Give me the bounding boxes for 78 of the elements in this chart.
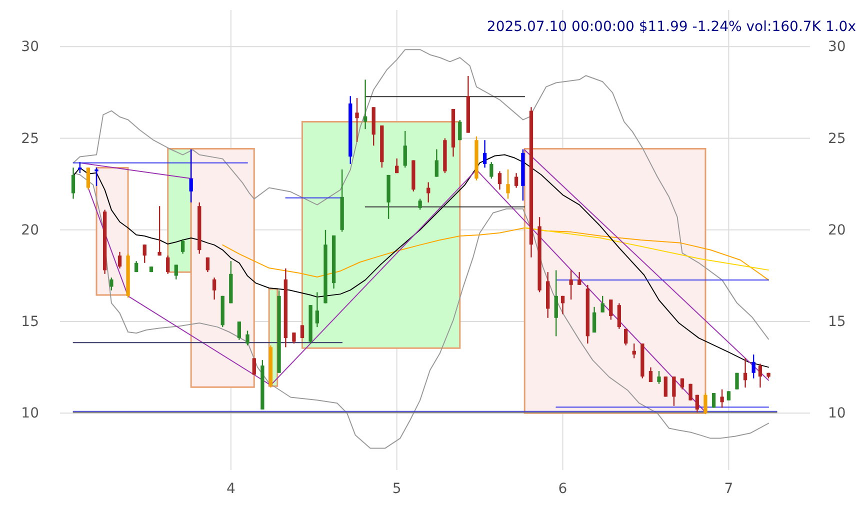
candlestick <box>514 172 518 188</box>
candlestick <box>617 302 622 330</box>
x-tick-label: 6 <box>558 480 568 497</box>
candlestick <box>252 358 256 376</box>
candlestick <box>180 238 185 254</box>
candlestick <box>726 390 731 401</box>
y-tick-label: 20 <box>21 222 39 238</box>
candlestick <box>758 363 762 388</box>
candlestick <box>657 370 661 384</box>
candlestick <box>315 292 320 328</box>
y-tick-label: 15 <box>21 314 39 330</box>
candlestick <box>158 205 162 256</box>
candlestick <box>735 372 739 390</box>
candlestick <box>355 97 359 143</box>
candlestick <box>664 376 668 398</box>
candlestick <box>490 162 494 180</box>
candlestick <box>592 306 596 334</box>
y-tick-label: 10 <box>21 406 39 422</box>
y2-tick-label: 25 <box>828 130 846 147</box>
y-tick-label: 30 <box>21 39 39 56</box>
candlestick <box>752 354 756 379</box>
candlestick <box>142 244 146 264</box>
candlestick <box>458 119 462 141</box>
candlestick <box>632 342 636 359</box>
candlestick <box>672 376 676 406</box>
candlestick <box>206 256 210 273</box>
x-tick-label: 5 <box>392 480 402 497</box>
y2-tick-label: 20 <box>828 222 846 238</box>
y2-tick-label: 30 <box>828 39 846 56</box>
candlestick <box>720 388 724 408</box>
candlestick <box>743 358 748 388</box>
candlestick <box>704 392 708 415</box>
candlestick <box>86 167 90 190</box>
candlestick <box>688 383 692 401</box>
candlestick <box>237 320 242 340</box>
y2-tick-label: 15 <box>828 314 846 330</box>
y2-tick-label: 10 <box>828 406 846 422</box>
candlestick <box>94 167 98 187</box>
candlestick <box>300 324 304 339</box>
candlestick <box>648 366 653 383</box>
candlestick <box>609 298 613 320</box>
candlestick <box>118 251 122 270</box>
line-series <box>88 169 706 413</box>
line-series <box>72 154 770 368</box>
candlestick <box>569 270 573 300</box>
line-series <box>72 172 770 449</box>
candlestick <box>554 270 558 337</box>
x-tick-label: 4 <box>226 480 236 497</box>
candlestick <box>560 295 565 315</box>
line-series <box>524 227 770 271</box>
x-tick-label: 7 <box>724 480 734 497</box>
candlestick <box>403 130 407 168</box>
text: 2025.07.10 00:00:00 $11.99 -1.24% vol:160.7K 1.0x <box>486 19 856 35</box>
candlestick <box>418 198 422 210</box>
candlestick <box>363 79 368 130</box>
line-series <box>222 227 770 280</box>
candlestick <box>395 158 399 174</box>
candlestick <box>166 254 170 275</box>
candlestick <box>212 276 216 300</box>
candlestick <box>110 276 114 291</box>
candlestick <box>578 271 582 286</box>
candlestick <box>506 168 510 200</box>
line-series <box>72 49 770 340</box>
candlestick <box>624 328 628 346</box>
candlestick <box>426 182 430 204</box>
candlestick <box>292 332 296 344</box>
candlestick <box>189 148 193 204</box>
candlestick <box>174 264 178 280</box>
candlestick <box>498 170 502 190</box>
candlestick <box>434 148 438 178</box>
y-tick-label: 25 <box>21 130 39 147</box>
candlestick <box>78 162 82 174</box>
candlestick <box>246 330 250 346</box>
candlestick <box>482 140 487 168</box>
candlestick <box>600 295 604 313</box>
candlestick <box>712 392 716 408</box>
candlestick <box>71 167 76 200</box>
candlestick <box>695 394 699 413</box>
